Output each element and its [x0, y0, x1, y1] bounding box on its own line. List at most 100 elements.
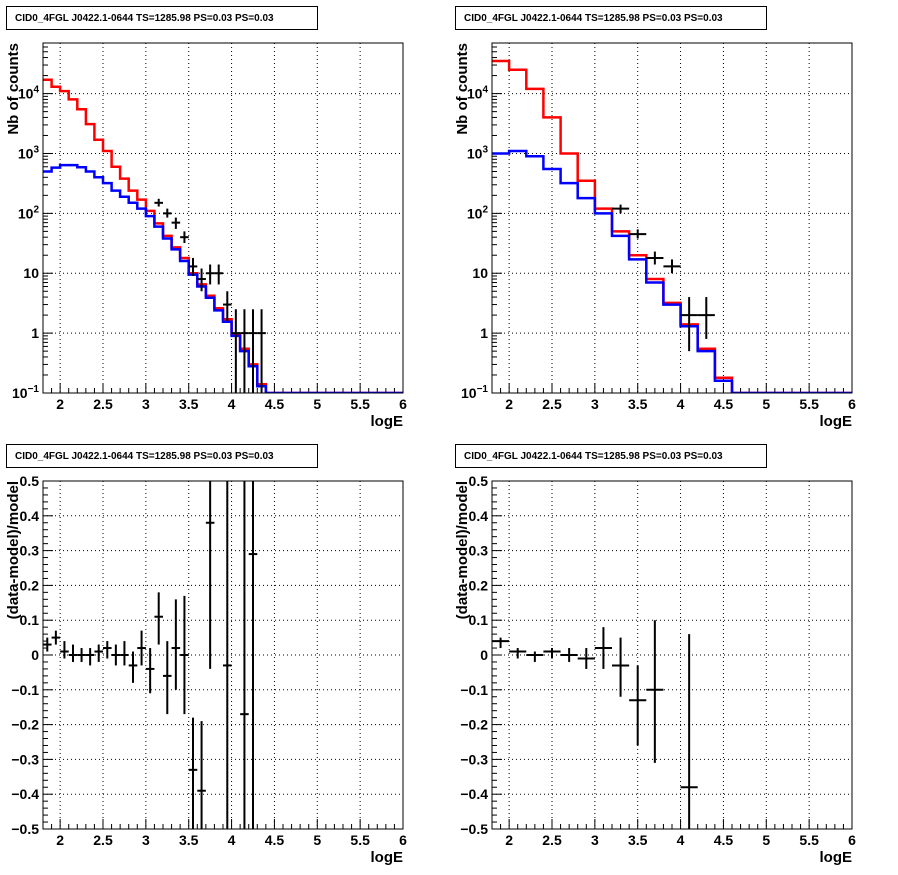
grid	[492, 480, 853, 830]
data-point	[120, 641, 129, 666]
x-axis-label: logE	[820, 849, 853, 866]
data-point	[543, 648, 561, 659]
data-point	[492, 637, 510, 649]
y-tick-label: 0.3	[20, 543, 40, 559]
x-axis-label: logE	[371, 413, 404, 430]
x-tick-label: 5.5	[799, 832, 819, 848]
x-tick-label: 4.5	[714, 396, 734, 412]
y-tick-label: 0.4	[469, 508, 489, 524]
x-tick-label: 3.5	[628, 832, 648, 848]
data-point	[248, 481, 258, 829]
data-point	[188, 257, 198, 276]
x-tick-label: 2	[56, 396, 64, 412]
data-point	[248, 309, 258, 393]
plot-frame	[491, 480, 853, 830]
data-point	[154, 198, 163, 207]
data-point	[85, 648, 95, 666]
chart-2: 2 2.5 3 3.5 4 4.5 5 5.5 6 10−1 1 10 102 103 104 logE Nb …	[454, 42, 856, 430]
series-red-line	[43, 78, 403, 393]
y-tick-label: 10−1	[461, 384, 488, 401]
x-tick-label: 4	[677, 832, 685, 848]
y-tick-label: 0.1	[469, 612, 489, 628]
ticks	[42, 42, 404, 394]
data-point	[180, 231, 189, 243]
x-tick-label: 2	[56, 832, 64, 848]
x-tick-label: 4.5	[714, 832, 734, 848]
data-point	[197, 268, 206, 292]
y-tick-label: 10−1	[12, 384, 39, 401]
y-tick-label: −0.1	[11, 682, 39, 698]
y-axis-label: Nb of counts	[5, 43, 22, 135]
x-tick-label: 3	[142, 396, 150, 412]
x-tick-label: 2.5	[93, 396, 113, 412]
data-point	[223, 291, 232, 321]
data-point	[68, 644, 78, 662]
y-tick-label: 0.2	[469, 577, 489, 593]
data-point	[509, 648, 527, 659]
data-point	[526, 651, 544, 662]
data-point	[188, 717, 198, 829]
y-tick-label: 104	[467, 85, 489, 102]
data-point	[205, 481, 215, 669]
chart-1: 2 2.5 3 3.5 4 4.5 5 5.5 6 10−1 1 10 102 103 104 logE Nb …	[5, 42, 407, 430]
x-tick-label: 4	[228, 832, 236, 848]
data-point	[43, 637, 52, 652]
pad-title-1: CID0_4FGL J0422.1-0644 TS=1285.98 PS=0.0…	[6, 6, 318, 30]
x-tick-label: 3.5	[179, 396, 199, 412]
data-point	[180, 595, 189, 715]
y-tick-label: 1	[480, 325, 488, 341]
x-tick-label: 3	[591, 832, 599, 848]
y-tick-label: 10	[23, 265, 39, 281]
data-point	[111, 644, 121, 666]
y-tick-label: −0.5	[460, 821, 488, 837]
y-tick-label: 0	[31, 647, 39, 663]
data-point	[205, 264, 215, 285]
data-point	[560, 648, 578, 662]
plot-area	[43, 481, 258, 829]
x-tick-label: 5.5	[799, 396, 819, 412]
data-point	[128, 651, 138, 683]
data-point	[697, 297, 715, 339]
pad-title-3: CID0_4FGL J0422.1-0644 TS=1285.98 PS=0.0…	[6, 444, 318, 468]
x-tick-label: 6	[399, 396, 407, 412]
chart-4: 2 2.5 3 3.5 4 4.5 5 5.5 6 −0.5 −0.4 −0.3 −0.2 −0.1 0 0.…	[454, 473, 856, 866]
data-point	[612, 637, 630, 697]
x-tick-label: 5	[762, 832, 770, 848]
data-point	[646, 620, 664, 763]
data-point	[680, 297, 698, 352]
x-tick-label: 2	[505, 832, 513, 848]
data-point	[240, 481, 249, 829]
data-point	[680, 634, 698, 829]
y-tick-label: 103	[18, 144, 40, 161]
y-tick-label: 103	[467, 144, 489, 161]
plot-area	[492, 59, 852, 393]
x-tick-label: 3.5	[628, 396, 648, 412]
y-tick-label: 0.3	[469, 543, 489, 559]
data-point	[240, 309, 249, 393]
pad-title-4: CID0_4FGL J0422.1-0644 TS=1285.98 PS=0.0…	[455, 444, 767, 468]
x-tick-label: 2.5	[542, 396, 562, 412]
grid	[492, 43, 853, 394]
data-point	[77, 648, 86, 662]
x-tick-label: 6	[848, 832, 856, 848]
x-tick-label: 6	[399, 832, 407, 848]
chart-3: 2 2.5 3 3.5 4 4.5 5 5.5 6 −0.5 −0.4 −0.3 −0.2 −0.1 0 0.…	[5, 473, 407, 866]
plot-area	[43, 78, 403, 393]
x-tick-label: 5.5	[350, 832, 370, 848]
y-tick-label: −0.2	[460, 717, 488, 733]
data-point	[612, 204, 630, 214]
x-tick-label: 5.5	[350, 396, 370, 412]
y-tick-label: 0.2	[20, 577, 40, 593]
data-point	[51, 630, 61, 645]
data-point	[163, 641, 172, 715]
pad-title-2: CID0_4FGL J0422.1-0644 TS=1285.98 PS=0.0…	[455, 6, 767, 30]
y-tick-label: −0.2	[11, 717, 39, 733]
data-point	[154, 592, 163, 645]
plot-area	[492, 620, 698, 829]
x-tick-label: 2	[505, 396, 513, 412]
x-tick-label: 6	[848, 396, 856, 412]
data-point	[646, 251, 664, 265]
y-tick-label: 0.5	[469, 473, 489, 489]
data-point	[145, 648, 155, 694]
